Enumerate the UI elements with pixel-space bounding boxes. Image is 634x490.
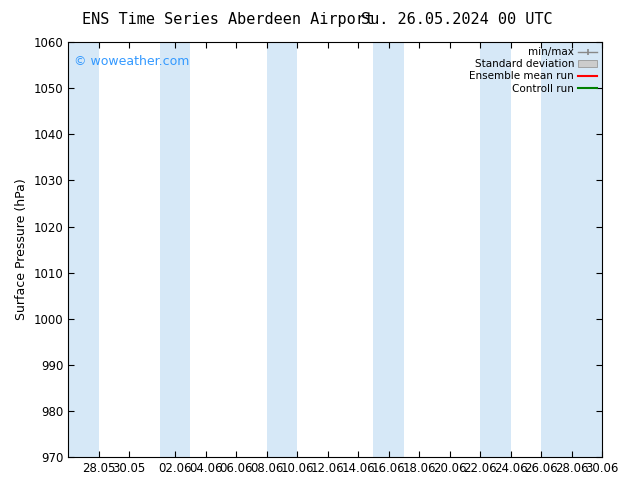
Bar — [480, 42, 511, 457]
Bar — [541, 42, 602, 457]
Text: ENS Time Series Aberdeen Airport: ENS Time Series Aberdeen Airport — [82, 12, 374, 27]
Bar — [266, 42, 297, 457]
Text: © woweather.com: © woweather.com — [74, 54, 189, 68]
Legend: min/max, Standard deviation, Ensemble mean run, Controll run: min/max, Standard deviation, Ensemble me… — [467, 44, 600, 97]
Bar — [373, 42, 404, 457]
Bar — [68, 42, 99, 457]
Y-axis label: Surface Pressure (hPa): Surface Pressure (hPa) — [15, 179, 28, 320]
Bar — [160, 42, 190, 457]
Text: Su. 26.05.2024 00 UTC: Su. 26.05.2024 00 UTC — [361, 12, 552, 27]
